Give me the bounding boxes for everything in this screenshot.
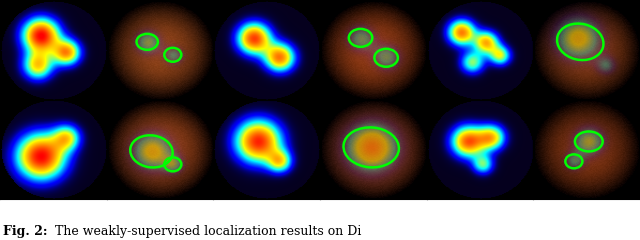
- Text: Fig. 2:: Fig. 2:: [3, 225, 48, 238]
- Text: The weakly-supervised localization results on Di: The weakly-supervised localization resul…: [47, 225, 361, 238]
